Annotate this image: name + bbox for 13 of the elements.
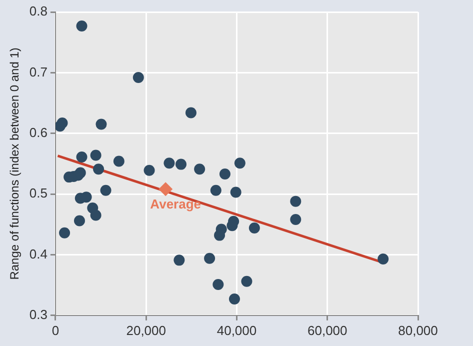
x-tick-label: 80,000 [398, 322, 438, 338]
x-tick-label: 0 [52, 322, 60, 338]
y-tick-label: 0.4 [29, 246, 48, 262]
y-tick-label: 0.5 [29, 186, 48, 201]
y-tick-label: 0.7 [29, 64, 48, 80]
y-axis-title: Range of functions (index between 0 and 1) [8, 48, 22, 280]
y-tick-label: 0.8 [29, 4, 48, 19]
x-tick-label: 20,000 [126, 322, 166, 338]
y-tick-label: 0.6 [29, 124, 48, 140]
x-tick-label: 40,000 [216, 322, 257, 338]
y-tick-label: 0.3 [29, 306, 48, 322]
x-tick-label: 60,000 [307, 322, 348, 338]
series-label: Average [150, 196, 202, 212]
